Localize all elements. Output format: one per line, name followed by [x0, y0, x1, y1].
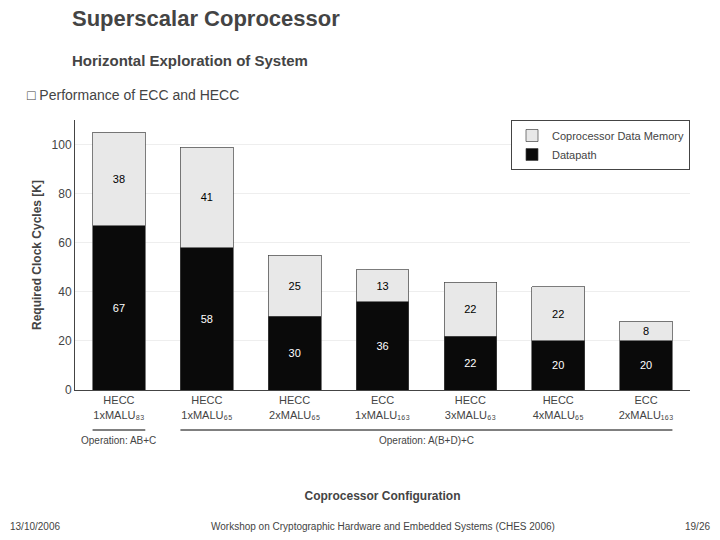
- svg-text:19/26: 19/26: [685, 521, 710, 532]
- svg-text:HECC1xMALU₆₅: HECC1xMALU₆₅: [181, 394, 232, 420]
- svg-text:ECC1xMALU₁₆₃: ECC1xMALU₁₆₃: [355, 394, 410, 420]
- svg-text:80: 80: [58, 187, 72, 201]
- svg-text:30: 30: [289, 347, 301, 359]
- svg-text:13/10/2006: 13/10/2006: [10, 521, 60, 532]
- svg-text:Required Clock Cycles [K]: Required Clock Cycles [K]: [30, 180, 44, 330]
- svg-text:Operation: AB+C: Operation: AB+C: [81, 435, 156, 446]
- svg-text:13: 13: [376, 280, 388, 292]
- svg-text:67: 67: [113, 302, 125, 314]
- svg-text:ECC2xMALU₁₆₃: ECC2xMALU₁₆₃: [619, 394, 674, 420]
- svg-text:20: 20: [552, 359, 564, 371]
- svg-text:Horizontal Exploration of Syst: Horizontal Exploration of System: [72, 52, 308, 69]
- svg-text:Workshop on Cryptographic Hard: Workshop on Cryptographic Hardware and E…: [211, 521, 555, 532]
- svg-text:22: 22: [464, 303, 476, 315]
- svg-text:0: 0: [65, 383, 72, 397]
- svg-text:25: 25: [289, 280, 301, 292]
- svg-text:38: 38: [113, 173, 125, 185]
- svg-text:Datapath: Datapath: [552, 149, 597, 161]
- svg-text:Superscalar Coprocessor: Superscalar Coprocessor: [72, 6, 340, 31]
- svg-text:41: 41: [201, 191, 213, 203]
- svg-text:22: 22: [552, 308, 564, 320]
- svg-text:22: 22: [464, 357, 476, 369]
- svg-text:HECC1xMALU₈₃: HECC1xMALU₈₃: [93, 394, 144, 420]
- svg-text:20: 20: [58, 334, 72, 348]
- svg-text:20: 20: [640, 359, 652, 371]
- svg-text:8: 8: [643, 325, 649, 337]
- svg-text:36: 36: [376, 340, 388, 352]
- svg-text:□ Performance of ECC and HECC: □ Performance of ECC and HECC: [27, 87, 239, 103]
- svg-text:60: 60: [58, 236, 72, 250]
- svg-text:40: 40: [58, 285, 72, 299]
- svg-text:Coprocessor Configuration: Coprocessor Configuration: [304, 489, 460, 503]
- svg-text:HECC4xMALU₆₅: HECC4xMALU₆₅: [533, 394, 584, 420]
- svg-text:58: 58: [201, 313, 213, 325]
- svg-text:HECC2xMALU₆₅: HECC2xMALU₆₅: [269, 394, 320, 420]
- svg-text:Coprocessor Data Memory: Coprocessor Data Memory: [552, 130, 684, 142]
- svg-text:HECC3xMALU₆₃: HECC3xMALU₆₃: [445, 394, 496, 420]
- svg-text:Operation: A(B+D)+C: Operation: A(B+D)+C: [379, 435, 474, 446]
- svg-text:100: 100: [52, 138, 72, 152]
